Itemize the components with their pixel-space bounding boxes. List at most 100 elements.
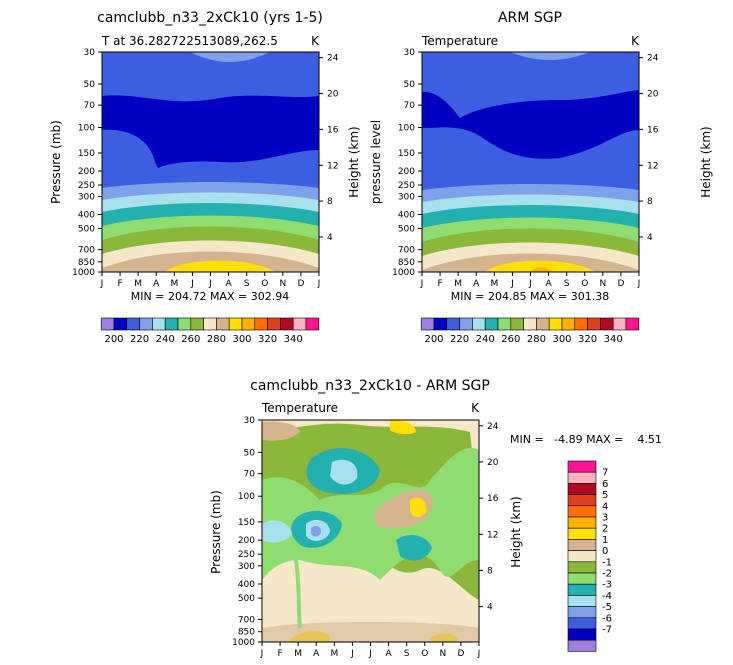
- colorbar-swatch: [459, 317, 473, 331]
- colorbar-label: 320: [578, 334, 597, 345]
- height-tick-label: 24: [647, 54, 659, 64]
- height-tick-label: 16: [647, 125, 659, 135]
- colorbar-swatch: [567, 471, 597, 484]
- colorbar-swatch: [497, 317, 512, 331]
- panel-diff-ylabel: Pressure (mb): [209, 490, 223, 574]
- y-tick-label: 50: [244, 448, 256, 458]
- colorbar-label: -6: [602, 613, 612, 624]
- x-tick-label: N: [279, 279, 286, 289]
- colorbar-swatch: [190, 317, 204, 331]
- y-tick-label: 700: [238, 615, 255, 625]
- x-tick-label: D: [297, 279, 304, 289]
- y-tick-label: 500: [78, 225, 95, 235]
- colorbar-swatch: [567, 628, 597, 641]
- y-tick-label: 150: [398, 149, 415, 159]
- y-tick-label: 300: [78, 192, 95, 202]
- panel-obs-variable: Temperature: [421, 34, 498, 48]
- x-tick-label: D: [617, 279, 624, 289]
- x-tick-label: M: [490, 279, 498, 289]
- colorbar-swatch: [241, 317, 256, 331]
- y-tick-label: 150: [78, 149, 95, 159]
- y-tick-label: 250: [398, 181, 415, 191]
- y-tick-label: 500: [398, 225, 415, 235]
- colorbar-swatch: [587, 317, 601, 331]
- colorbar-label: -4: [602, 591, 612, 602]
- panel-obs-title: ARM SGP: [498, 10, 562, 26]
- y-tick-label: 850: [78, 258, 95, 268]
- colorbar-swatch: [567, 483, 597, 495]
- colorbar-swatch: [567, 572, 597, 585]
- x-tick-label: A: [225, 279, 232, 289]
- colorbar-label: -1: [602, 557, 612, 568]
- x-tick-label: J: [368, 649, 372, 659]
- x-tick-label: J: [510, 279, 514, 289]
- colorbar-label: 7: [602, 468, 608, 479]
- colorbar-swatch: [567, 460, 597, 473]
- x-tick-label: N: [599, 279, 606, 289]
- x-tick-label: M: [330, 649, 338, 659]
- colorbar-swatch: [100, 317, 115, 331]
- panel-model-height-label: Height (km): [347, 126, 361, 197]
- colorbar-swatch: [523, 317, 537, 331]
- panel-obs-units: K: [631, 34, 640, 48]
- panel-obs: ARM SGP Temperature K pressure level Hei…: [369, 10, 713, 303]
- height-tick-label: 16: [327, 125, 339, 135]
- x-tick-label: F: [277, 649, 282, 659]
- height-tick-label: 24: [487, 422, 499, 432]
- colorbar-swatch: [510, 317, 524, 331]
- y-tick-label: 30: [84, 48, 96, 58]
- x-tick-label: J: [637, 279, 641, 289]
- colorbar-label: 300: [552, 334, 571, 345]
- colorbar-label: 220: [450, 334, 469, 345]
- height-tick-label: 20: [327, 90, 339, 100]
- colorbar-label: 200: [424, 334, 443, 345]
- x-tick-label: N: [439, 649, 446, 659]
- y-tick-label: 200: [78, 167, 95, 177]
- colorbar-label: -3: [602, 580, 612, 591]
- colorbar-swatch: [216, 317, 230, 331]
- height-tick-label: 16: [487, 494, 499, 504]
- y-tick-label: 850: [238, 628, 255, 638]
- panel-diff-minmax: MIN = -4.89 MAX = 4.51: [510, 433, 662, 446]
- x-tick-label: M: [170, 279, 178, 289]
- y-tick-label: 200: [238, 536, 255, 546]
- y-tick-label: 500: [238, 594, 255, 604]
- x-tick-label: M: [294, 649, 302, 659]
- colorbar-label: -2: [602, 569, 612, 580]
- x-tick-label: J: [100, 279, 104, 289]
- panel-obs-field: [422, 52, 639, 272]
- colorbar-swatch: [152, 317, 166, 331]
- x-tick-label: S: [564, 279, 570, 289]
- panel-diff-variable: Temperature: [261, 401, 338, 415]
- x-tick-label: A: [473, 279, 480, 289]
- panel-diff-units: K: [471, 401, 480, 415]
- panel-model-minmax: MIN = 204.72 MAX = 302.94: [131, 290, 289, 303]
- colorbar-label: 260: [501, 334, 520, 345]
- colorbar-swatch: [567, 606, 597, 619]
- colorbar-label: 200: [104, 334, 123, 345]
- panel-model-ylabel: Pressure (mb): [49, 120, 63, 204]
- y-tick-label: 700: [398, 246, 415, 256]
- colorbar-swatch: [446, 317, 460, 331]
- panel-diff-field: [262, 420, 479, 642]
- colorbar-swatch: [600, 317, 614, 331]
- panel-diff-height-label: Height (km): [509, 496, 523, 567]
- panel-obs-minmax: MIN = 204.85 MAX = 301.38: [451, 290, 609, 303]
- y-tick-label: 250: [238, 550, 255, 560]
- colorbar-swatch: [567, 539, 597, 551]
- panel-model: camclubb_n33_2xCk10 (yrs 1-5) T at 36.28…: [49, 10, 361, 303]
- x-tick-label: O: [261, 279, 268, 289]
- colorbar-label: -7: [602, 625, 612, 636]
- y-tick-label: 700: [78, 246, 95, 256]
- colorbar-label: 2: [602, 524, 608, 535]
- colorbar-swatch: [548, 317, 563, 331]
- y-tick-label: 850: [398, 258, 415, 268]
- height-tick-label: 24: [327, 54, 339, 64]
- colorbar-swatch: [567, 494, 597, 507]
- x-tick-label: S: [244, 279, 250, 289]
- x-tick-label: O: [421, 649, 428, 659]
- y-tick-label: 300: [398, 192, 415, 202]
- y-tick-label: 70: [404, 101, 416, 111]
- x-tick-label: O: [581, 279, 588, 289]
